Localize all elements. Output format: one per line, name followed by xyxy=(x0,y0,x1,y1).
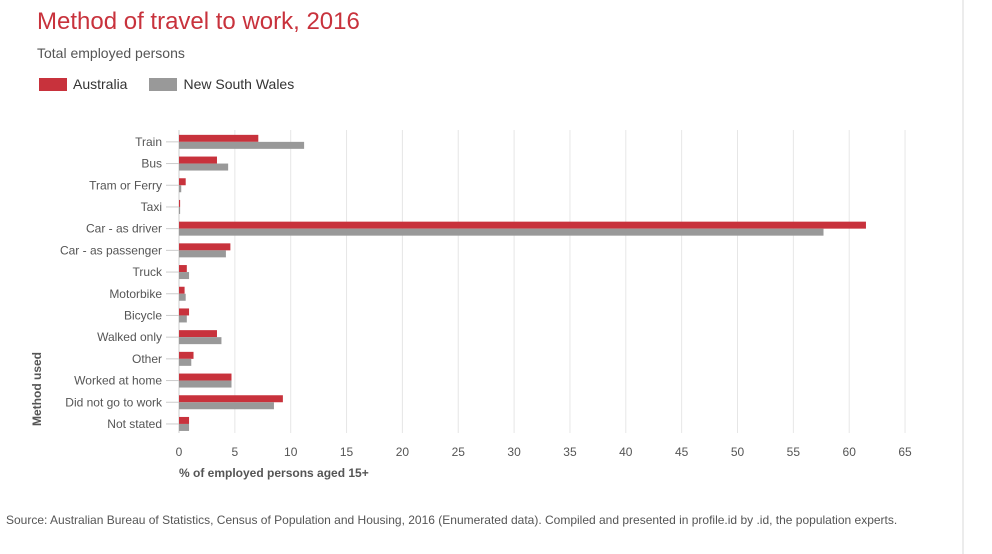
chart-title: Method of travel to work, 2016 xyxy=(37,8,360,35)
bar-nsw xyxy=(179,250,226,258)
bar-australia xyxy=(179,416,190,424)
category-label: Train xyxy=(135,135,162,149)
category-label: Walked only xyxy=(97,330,162,344)
bar-australia xyxy=(179,308,190,316)
bar-nsw xyxy=(179,423,190,431)
bar-australia xyxy=(179,373,232,381)
chart-subtitle: Total employed persons xyxy=(37,45,185,61)
bar-australia xyxy=(179,156,217,164)
x-tick-label: 40 xyxy=(619,445,633,459)
x-tick-label: 55 xyxy=(787,445,801,459)
bar-nsw xyxy=(179,293,186,301)
x-tick-label: 0 xyxy=(176,445,183,459)
x-tick-label: 50 xyxy=(731,445,745,459)
category-label: Truck xyxy=(132,265,163,279)
legend-label-australia: Australia xyxy=(73,76,128,92)
category-label: Taxi xyxy=(141,200,162,214)
bar-australia xyxy=(179,265,187,273)
bar-nsw xyxy=(179,337,222,345)
bar-australia xyxy=(179,395,283,403)
x-tick-label: 25 xyxy=(452,445,466,459)
category-label: Tram or Ferry xyxy=(89,178,162,192)
x-axis-title: % of employed persons aged 15+ xyxy=(179,466,369,480)
category-label: Car - as driver xyxy=(86,222,162,236)
x-tick-label: 10 xyxy=(284,445,298,459)
x-tick-label: 60 xyxy=(843,445,857,459)
bar-nsw xyxy=(179,141,305,149)
bar-nsw xyxy=(179,358,192,366)
x-tick-label: 15 xyxy=(340,445,354,459)
y-axis-title: Method used xyxy=(30,352,44,426)
legend-item-nsw[interactable]: New South Wales xyxy=(149,76,294,92)
bar-nsw xyxy=(179,185,182,193)
bar-nsw xyxy=(179,163,229,171)
right-divider xyxy=(962,0,964,554)
bar-australia xyxy=(179,351,194,359)
bar-australia xyxy=(179,221,866,229)
category-label: Bicycle xyxy=(124,308,162,322)
legend: Australia New South Wales xyxy=(39,76,316,92)
source-note: Source: Australian Bureau of Statistics,… xyxy=(6,513,898,527)
bar-australia xyxy=(179,286,185,294)
legend-label-nsw: New South Wales xyxy=(183,76,295,92)
bar-nsw xyxy=(179,206,181,214)
bar-australia xyxy=(179,134,259,142)
category-label: Car - as passenger xyxy=(60,243,162,257)
x-tick-label: 35 xyxy=(563,445,577,459)
bar-australia xyxy=(179,330,217,338)
category-label: Other xyxy=(132,352,162,366)
x-tick-label: 20 xyxy=(396,445,410,459)
bar-australia xyxy=(179,243,231,251)
category-label: Bus xyxy=(141,157,162,171)
bar-nsw xyxy=(179,380,232,388)
bar-nsw xyxy=(179,402,274,410)
category-label: Not stated xyxy=(107,417,162,431)
bar-nsw xyxy=(179,228,824,236)
category-label: Did not go to work xyxy=(65,395,163,409)
bar-nsw xyxy=(179,315,187,323)
x-tick-label: 5 xyxy=(232,445,239,459)
x-tick-label: 45 xyxy=(675,445,689,459)
bar-nsw xyxy=(179,272,190,280)
bar-australia xyxy=(179,178,186,186)
bar-australia xyxy=(179,199,181,207)
bar-chart: 0 5 10 15 20 25 30 35 40 45 50 55 60 65 Train Bus Tram o… xyxy=(30,130,912,480)
legend-swatch-australia xyxy=(39,77,67,91)
legend-item-australia[interactable]: Australia xyxy=(39,76,127,92)
x-tick-label: 30 xyxy=(507,445,521,459)
legend-swatch-nsw xyxy=(149,77,178,91)
category-label: Motorbike xyxy=(109,287,162,301)
category-label: Worked at home xyxy=(74,374,162,388)
x-tick-label: 65 xyxy=(898,445,912,459)
